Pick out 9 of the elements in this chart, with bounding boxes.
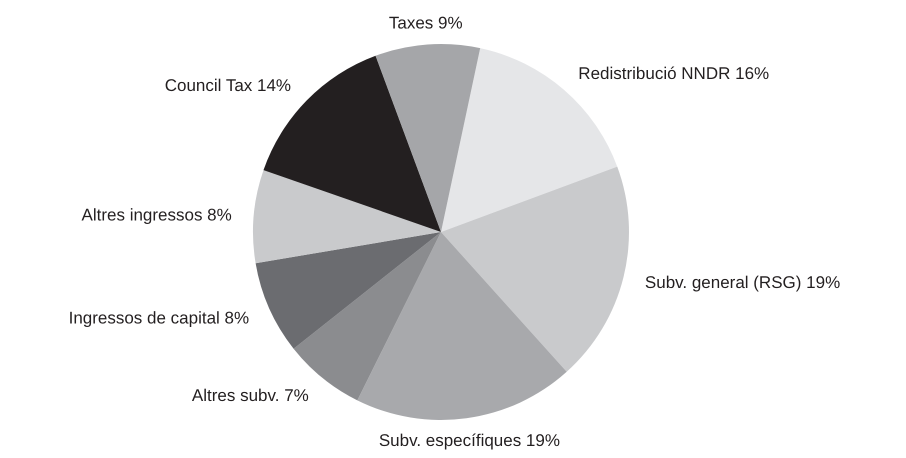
slice-label: Subv. específiques 19% <box>378 431 560 450</box>
pie-slice <box>256 232 441 349</box>
slice-label: Altres ingressos 8% <box>82 205 232 224</box>
slice-label: Altres subv. 7% <box>192 386 309 406</box>
slice-label: Taxes 9% <box>388 14 463 33</box>
slice-label: Subv. general (RSG) 19% <box>644 273 840 292</box>
slice-label: Ingressos de capital 8% <box>68 308 250 328</box>
slice-label: Redistribució NNDR 16% <box>578 64 770 84</box>
slice-label: Council Tax 14% <box>164 76 292 95</box>
